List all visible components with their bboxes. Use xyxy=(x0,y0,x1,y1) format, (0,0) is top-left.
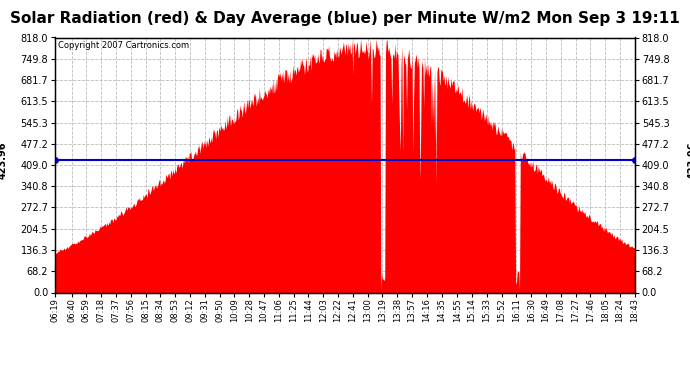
Text: 423.96: 423.96 xyxy=(0,142,8,179)
Text: Solar Radiation (red) & Day Average (blue) per Minute W/m2 Mon Sep 3 19:11: Solar Radiation (red) & Day Average (blu… xyxy=(10,11,680,26)
Text: 423.96: 423.96 xyxy=(688,142,690,179)
Text: Copyright 2007 Cartronics.com: Copyright 2007 Cartronics.com xyxy=(58,41,189,50)
